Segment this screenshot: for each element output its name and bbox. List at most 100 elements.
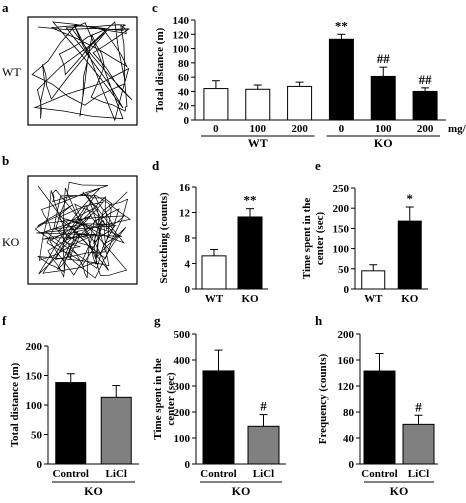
significance-marker: *	[407, 191, 414, 206]
y-tick-label: 300	[174, 381, 191, 393]
locomotion-track-ko	[34, 181, 131, 279]
y-axis-label: Frequency (counts)	[317, 353, 329, 444]
group-label: KO	[374, 136, 393, 150]
y-tick-label: 120	[173, 29, 190, 41]
bar	[287, 85, 313, 121]
y-axis-label: Total distance (m)	[9, 362, 21, 447]
bar	[397, 220, 422, 290]
y-tick-label: 100	[26, 400, 43, 412]
y-tick-label: 0	[349, 459, 355, 471]
y-tick-label: 100	[333, 244, 350, 256]
track-path	[31, 21, 133, 122]
y-tick-label: 12	[179, 208, 191, 220]
significance-marker: #	[415, 399, 422, 414]
bar	[202, 370, 235, 465]
bar	[247, 425, 280, 465]
panel-label-a: a	[2, 0, 9, 15]
track-label-ko: KO	[2, 235, 20, 249]
y-tick-label: 160	[338, 355, 355, 367]
y-tick-label: 140	[173, 15, 190, 27]
x-tick-label: WT	[205, 293, 224, 305]
panel-label-g: g	[154, 313, 161, 328]
bar	[203, 88, 229, 121]
y-axis-label: Scratching (counts)	[158, 192, 170, 284]
track-label-wt: WT	[2, 65, 21, 79]
x-tick-label: LiCl	[408, 468, 429, 480]
bar	[328, 38, 354, 121]
panel-label-h: h	[315, 313, 323, 328]
chart-c: c 0 20 40 60 80 100 120 140 Total distance (m) 0 10…	[152, 0, 466, 150]
bar	[412, 90, 438, 121]
chart-e: e 0 50 100 150 200 250 Time spent in thecenter …	[301, 158, 428, 305]
panel-label-d: d	[152, 158, 160, 173]
y-axis-label: Total distance (m)	[154, 27, 166, 112]
y-tick-label: 200	[26, 341, 43, 353]
y-tick-label: 120	[338, 381, 355, 393]
y-tick-label: 60	[178, 72, 190, 84]
group-label: KO	[390, 484, 409, 498]
y-tick-label: 150	[333, 223, 350, 235]
y-axis-label: Time spent in thecenter (sec)	[152, 358, 177, 440]
y-tick-label: 50	[338, 264, 350, 276]
y-tick-label: 250	[333, 183, 350, 195]
panel-label-f: f	[2, 313, 7, 328]
x-tick-label: 200	[417, 123, 434, 135]
bar	[245, 88, 271, 121]
y-tick-label: 100	[174, 433, 191, 445]
group-label: KO	[84, 484, 103, 498]
y-tick-label: 40	[343, 433, 355, 445]
significance-marker: **	[335, 18, 348, 33]
chart-d: d 0 4 8 12 16 Scratching (counts) WT ** KO	[152, 158, 268, 305]
y-tick-label: 200	[338, 329, 355, 341]
panel-a: a WT	[2, 0, 138, 126]
y-tick-label: 40	[178, 86, 190, 98]
significance-marker: #	[260, 399, 267, 414]
y-tick-label: 0	[37, 459, 43, 471]
x-tick-label: 200	[291, 123, 308, 135]
bar	[363, 370, 396, 465]
x-tick-label: LiCl	[106, 468, 127, 480]
significance-marker: ##	[419, 72, 433, 87]
x-tick-label: 100	[250, 123, 267, 135]
y-tick-label: 16	[179, 182, 191, 194]
x-tick-label: Control	[200, 468, 236, 480]
y-tick-label: 200	[333, 203, 350, 215]
x-tick-label: 0	[339, 123, 345, 135]
y-tick-label: 20	[178, 101, 190, 113]
y-tick-label: 0	[344, 284, 350, 296]
chart-f: f 0 50 100 150 200 Total distance (m) Control Li…	[2, 313, 139, 498]
y-axis-label: Time spent in thecenter (sec)	[301, 198, 326, 280]
y-tick-label: 80	[178, 58, 190, 70]
y-tick-label: 80	[343, 407, 355, 419]
x-tick-label: KO	[241, 293, 259, 305]
x-tick-label: WT	[364, 293, 383, 305]
track-path	[34, 181, 131, 279]
x-tick-label: 0	[213, 123, 219, 135]
x-tick-label: 100	[375, 123, 392, 135]
y-tick-label: 150	[26, 371, 43, 383]
bar	[201, 255, 227, 290]
x-tick-label: Control	[361, 468, 397, 480]
y-tick-label: 0	[185, 284, 191, 296]
bar	[100, 396, 132, 465]
significance-marker: **	[244, 193, 257, 208]
y-tick-label: 0	[184, 115, 190, 127]
y-tick-label: 500	[174, 329, 191, 341]
panel-label-b: b	[2, 153, 9, 168]
unit-label: mg/kg	[448, 123, 466, 135]
locomotion-track-wt	[31, 21, 133, 122]
y-tick-label: 0	[185, 459, 191, 471]
panel-label-c: c	[152, 0, 158, 15]
significance-marker: ##	[377, 51, 391, 66]
bar	[237, 216, 263, 290]
group-label: KO	[232, 484, 251, 498]
y-tick-label: 8	[185, 233, 191, 245]
chart-g: g 0 100 200 300 400 500 Time spent in thecenter…	[152, 313, 286, 498]
y-tick-label: 400	[174, 355, 191, 367]
x-tick-label: Control	[53, 468, 89, 480]
bar	[402, 423, 435, 465]
y-tick-label: 200	[174, 407, 191, 419]
panel-b: b KO	[2, 153, 138, 285]
